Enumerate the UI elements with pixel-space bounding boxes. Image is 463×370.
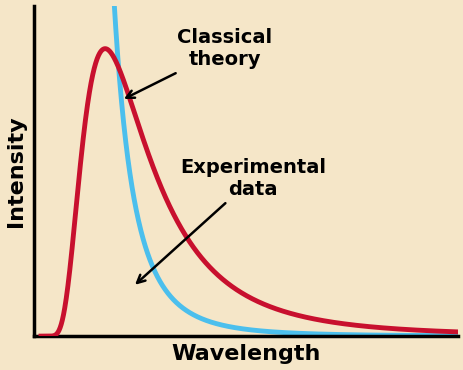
Text: Experimental
data: Experimental data [137, 158, 325, 283]
Y-axis label: Intensity: Intensity [6, 115, 25, 227]
Text: Classical
theory: Classical theory [126, 28, 272, 98]
X-axis label: Wavelength: Wavelength [171, 344, 320, 364]
